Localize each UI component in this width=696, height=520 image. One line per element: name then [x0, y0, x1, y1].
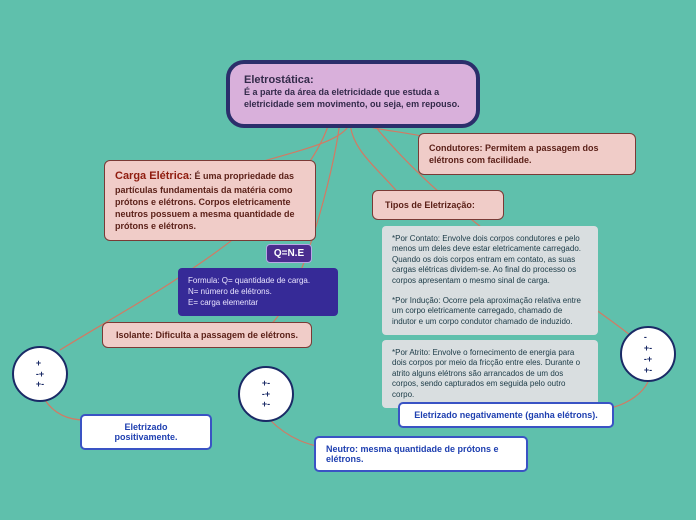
tipos-header-node: Tipos de Eletrização:	[372, 190, 504, 220]
carga-eletrica-node: Carga Elétrica: É uma propriedade das pa…	[104, 160, 316, 241]
isolante-node: Isolante: Dificulta a passagem de elétro…	[102, 322, 312, 348]
circle-negative: - +- -+ +-	[620, 326, 676, 382]
formula-box: Formula: Q= quantidade de carga. N= núme…	[178, 268, 338, 316]
circle-neutral: +- -+ +-	[238, 366, 294, 422]
eletrizacao-contato: *Por Contato: Envolve dois corpos condut…	[382, 226, 598, 294]
label-negative: Eletrizado negativamente (ganha elétrons…	[398, 402, 614, 428]
formula-line-3: E= carga elementar	[188, 298, 328, 309]
condutores-node: Condutores: Permitem a passagem dos elét…	[418, 133, 636, 175]
eletrizacao-inducao: *Por Indução: Ocorre pela aproximação re…	[382, 288, 598, 335]
formula-badge: Q=N.E	[266, 244, 312, 263]
formula-line-1: Formula: Q= quantidade de carga.	[188, 276, 328, 287]
eletrizacao-atrito: *Por Atrito: Envolve o fornecimento de e…	[382, 340, 598, 408]
title-heading: Eletrostática:	[244, 74, 462, 86]
formula-line-2: N= número de elétrons.	[188, 287, 328, 298]
label-neutral: Neutro: mesma quantidade de prótons e el…	[314, 436, 528, 472]
label-positive: Eletrizado positivamente.	[80, 414, 212, 450]
title-node: Eletrostática: É a parte da área da elet…	[226, 60, 480, 128]
title-body: É a parte da área da eletricidade que es…	[244, 86, 462, 110]
carga-heading: Carga Elétrica	[115, 170, 189, 182]
circle-positive: + -+ +-	[12, 346, 68, 402]
